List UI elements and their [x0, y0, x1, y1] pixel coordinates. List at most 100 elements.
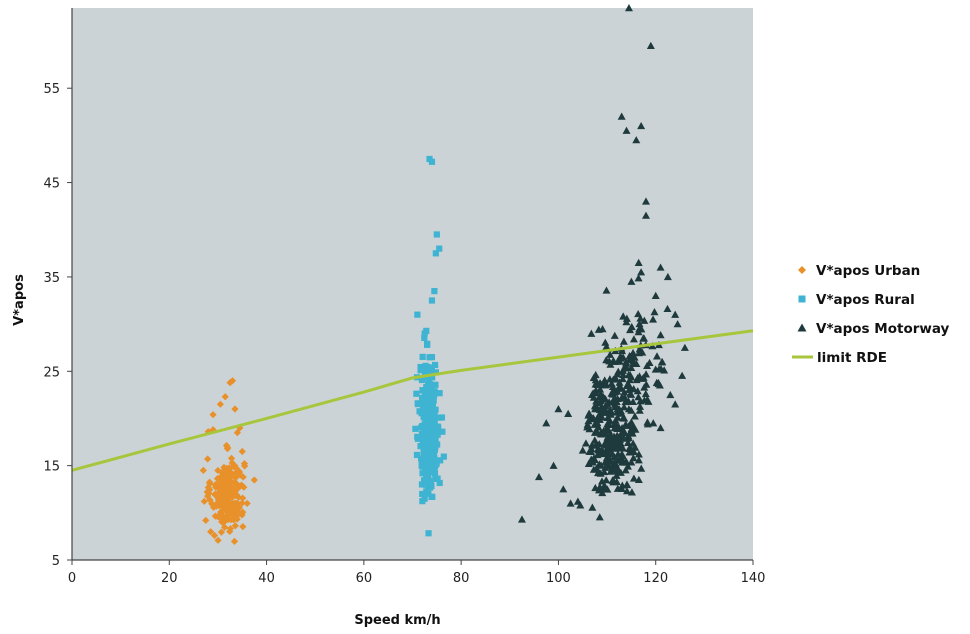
triangle-point — [593, 450, 602, 459]
square-point — [423, 459, 430, 466]
triangle-point — [643, 361, 652, 370]
square-point — [419, 401, 427, 408]
diamond-point — [204, 455, 212, 463]
triangle-point — [578, 446, 587, 454]
triangle-point — [619, 337, 628, 345]
square-point — [414, 433, 421, 440]
diamond-point — [231, 405, 239, 413]
triangle-point — [591, 405, 600, 413]
triangle-point — [566, 499, 575, 507]
diamond-point — [233, 491, 241, 500]
diamond-point — [226, 527, 234, 536]
triangle-point — [600, 467, 609, 476]
square-point — [432, 440, 439, 448]
triangle-point — [594, 468, 603, 477]
square-point — [431, 470, 439, 477]
diamond-point — [250, 476, 258, 484]
triangle-point — [613, 394, 622, 402]
triangle-point — [605, 450, 614, 458]
triangle-point — [625, 355, 634, 364]
legend-item: V*apos Rural — [798, 292, 915, 308]
diamond-point — [219, 505, 228, 514]
diamond-point — [200, 497, 208, 505]
square-point — [417, 443, 424, 450]
square-point — [417, 367, 424, 374]
triangle-point — [606, 405, 615, 414]
diamond-point — [228, 493, 236, 501]
diamond-point — [214, 466, 222, 475]
triangle-point — [671, 400, 680, 408]
diamond-point — [222, 477, 231, 485]
triangle-point — [643, 418, 652, 426]
square-point — [431, 361, 439, 369]
diamond-point — [227, 454, 236, 462]
triangle-point — [618, 346, 627, 355]
square-point — [426, 366, 433, 373]
square-point — [426, 429, 433, 437]
triangle-point — [635, 325, 644, 333]
square-point — [432, 475, 439, 483]
square-point — [432, 381, 439, 388]
triangle-point — [587, 445, 596, 453]
square-point — [418, 376, 426, 384]
triangle-point — [619, 353, 628, 361]
triangle-point — [588, 390, 597, 399]
square-point — [433, 231, 440, 238]
triangle-point — [634, 393, 643, 401]
triangle-point — [618, 429, 627, 437]
triangle-point — [590, 420, 599, 428]
square-point — [421, 431, 428, 438]
square-point — [413, 390, 420, 397]
square-point — [419, 396, 426, 404]
square-point — [421, 495, 428, 502]
triangle-point — [627, 277, 636, 285]
square-point — [427, 454, 434, 461]
diamond-point — [207, 528, 215, 536]
x-tick-label: 40 — [258, 571, 275, 586]
triangle-point — [635, 406, 644, 414]
triangle-point — [634, 258, 643, 266]
diamond-point — [221, 523, 229, 531]
triangle-point — [615, 357, 624, 365]
triangle-point — [640, 396, 649, 404]
square-point — [419, 387, 426, 394]
triangle-point — [614, 449, 623, 458]
triangle-point — [625, 444, 634, 453]
triangle-point — [609, 443, 618, 451]
legend: V*apos Urban V*apos Rural V*apos Motorway l… — [792, 263, 950, 366]
x-tick-label: 120 — [643, 571, 668, 586]
triangle-point — [596, 379, 605, 387]
y-tick-label: 15 — [43, 460, 60, 475]
triangle-point — [656, 423, 665, 432]
diamond-point — [228, 471, 236, 479]
square-point — [422, 415, 429, 422]
square-point — [420, 477, 428, 484]
diamond-point — [233, 500, 241, 508]
plot-area — [72, 8, 753, 560]
diamond-point — [218, 502, 227, 510]
diamond-point — [209, 411, 217, 419]
square-point — [429, 422, 436, 429]
triangle-point — [635, 319, 644, 328]
diamond-point — [216, 400, 224, 408]
triangle-point — [624, 385, 633, 393]
diamond-point — [238, 447, 246, 456]
triangle-point — [634, 450, 643, 458]
triangle-point — [656, 330, 665, 339]
diamond-point — [223, 481, 231, 489]
triangle-point — [598, 488, 607, 497]
triangle-point — [639, 373, 648, 381]
triangle-point — [654, 379, 663, 388]
x-tick-label: 80 — [453, 571, 470, 586]
square-point — [429, 433, 436, 440]
triangle-point — [619, 370, 628, 378]
square-point — [434, 431, 441, 438]
series-0-points — [199, 377, 258, 545]
square-point — [428, 354, 436, 361]
square-point — [422, 371, 429, 378]
diamond-point — [228, 459, 236, 467]
tick-labels: 0 20 40 60 80 100 120 140 5 15 25 35 45 55 — [43, 82, 765, 586]
diamond-point — [225, 472, 233, 481]
diamond-point — [238, 499, 246, 507]
triangle-point — [603, 400, 612, 408]
